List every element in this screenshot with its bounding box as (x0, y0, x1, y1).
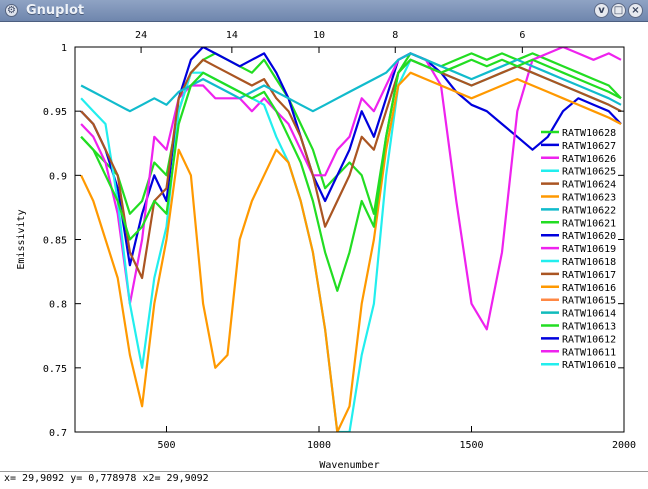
emissivity-chart[interactable]: 24 14 10 8 6 500 1000 1500 2000 1 0.95 0.9 0.85 0.8 0… (0, 22, 648, 471)
x-tick-label: 1500 (459, 440, 483, 451)
legend-entry: RATW10611 (562, 347, 616, 358)
x2-tick-label: 14 (226, 30, 238, 41)
legend-entry: RATW10622 (562, 205, 616, 216)
legend-entry: RATW10615 (562, 296, 616, 307)
y-tick-label: 0.75 (43, 364, 67, 375)
plot-canvas[interactable]: 24 14 10 8 6 500 1000 1500 2000 1 0.95 0.9 0.85 0.8 0… (0, 22, 648, 471)
y-tick-label: 0.7 (49, 428, 67, 439)
close-button[interactable]: × (628, 3, 643, 18)
y-tick-label: 0.9 (49, 171, 67, 182)
series-line-ratw10622 (80, 52, 622, 113)
plot-frame (74, 46, 625, 433)
x-axis-label: Wavenumber (319, 460, 379, 471)
x2-tick-label: 10 (313, 30, 325, 41)
cursor-coordinates: x= 29,9092 y= 0,778978 x2= 29,9092 (4, 473, 209, 484)
legend-entry: RATW10618 (562, 257, 616, 268)
y-tick-label: 0.8 (49, 300, 67, 311)
legend-entry: RATW10617 (562, 270, 616, 281)
y-tick-label: 1 (61, 43, 67, 54)
legend-entry: RATW10613 (562, 322, 616, 333)
legend-entry: RATW10628 (562, 128, 616, 139)
window-titlebar[interactable]: ⚙ Gnuplot v □ × (0, 0, 648, 22)
legend-entry: RATW10610 (562, 360, 616, 371)
legend-entry: RATW10614 (562, 309, 616, 320)
x-tick-label: 1000 (307, 440, 331, 451)
legend-entry: RATW10621 (562, 218, 616, 229)
legend-entry: RATW10616 (562, 283, 616, 294)
legend-entry: RATW10612 (562, 334, 616, 345)
y-axis-label: Emissivity (16, 209, 27, 269)
series-line-ratw10623 (80, 71, 622, 432)
y-tick-label: 0.95 (43, 107, 67, 118)
legend-entry: RATW10625 (562, 167, 616, 178)
legend-entry: RATW10624 (562, 180, 616, 191)
series-line-ratw10626 (80, 47, 622, 331)
window-title: Gnuplot (26, 3, 85, 18)
minimize-button[interactable]: v (594, 3, 609, 18)
series-line-ratw10628 (80, 52, 622, 215)
x-tick-label: 500 (157, 440, 175, 451)
x2-tick-label: 8 (392, 30, 398, 41)
maximize-button[interactable]: □ (611, 3, 626, 18)
status-bar: x= 29,9092 y= 0,778978 x2= 29,9092 (0, 471, 648, 489)
x2-tick-label: 6 (519, 30, 525, 41)
y-tick-label: 0.85 (43, 236, 67, 247)
legend-entry: RATW10627 (562, 141, 616, 152)
legend-entry: RATW10619 (562, 244, 616, 255)
app-menu-icon[interactable]: ⚙ (5, 4, 18, 17)
x-tick-label: 2000 (612, 440, 636, 451)
legend-entry: RATW10620 (562, 231, 616, 242)
legend-entry: RATW10626 (562, 154, 616, 165)
x2-tick-label: 24 (135, 30, 147, 41)
series-line-ratw10624 (80, 58, 622, 280)
series-line-ratw10627 (80, 47, 622, 267)
series-line-ratw10621 (80, 58, 622, 292)
legend-entry: RATW10623 (562, 193, 616, 204)
